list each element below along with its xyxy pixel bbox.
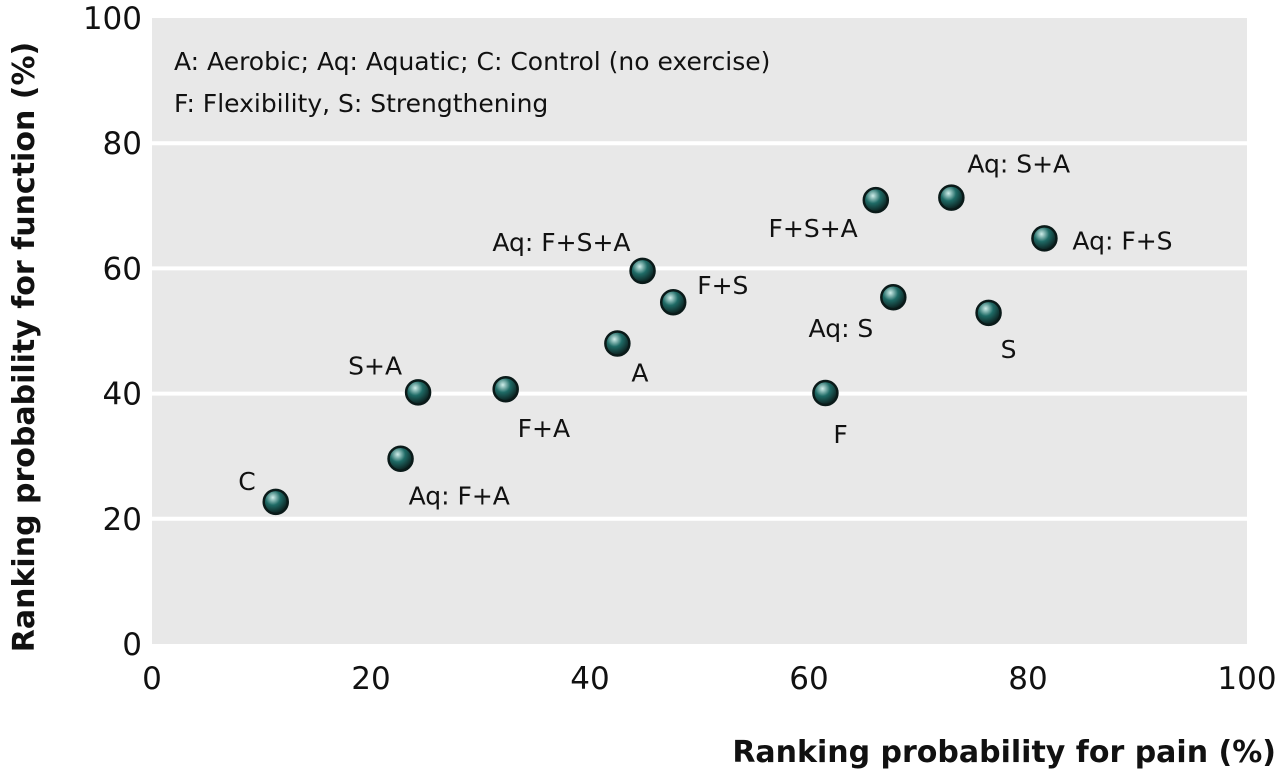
point-marker — [604, 330, 631, 357]
point-label: Aq: F+S+A — [492, 228, 630, 257]
x-tick-label: 20 — [351, 661, 390, 697]
point-label: Aq: S+A — [967, 150, 1070, 179]
point-marker — [262, 488, 289, 516]
point-label: A — [631, 359, 648, 388]
data-point: F — [812, 379, 848, 449]
point-marker — [975, 299, 1002, 327]
y-tick-label: 20 — [103, 502, 142, 538]
data-point: A — [604, 330, 648, 388]
data-point: Aq: F+S+A — [492, 228, 656, 285]
point-label: F+S+A — [769, 214, 858, 243]
y-tick-label: 0 — [122, 627, 142, 663]
data-point: S — [975, 299, 1017, 364]
data-point: F+S — [659, 271, 748, 316]
point-marker — [938, 184, 965, 211]
point-label: Aq: S — [809, 314, 874, 343]
point-marker — [492, 375, 519, 403]
point-label: S — [1001, 335, 1017, 364]
legend: A: Aerobic; Aq: Aquatic; C: Control (no … — [174, 47, 770, 118]
point-marker — [862, 186, 890, 214]
y-tick-label: 100 — [83, 1, 142, 37]
point-marker — [812, 379, 839, 407]
point-label: S+A — [348, 351, 402, 380]
x-axis-ticks: 0 20 40 60 80 100 — [142, 644, 1277, 697]
point-label: Aq: F+A — [409, 482, 510, 511]
y-tick-label: 60 — [103, 251, 142, 287]
data-point: F+A — [492, 375, 570, 443]
y-tick-label: 80 — [103, 126, 142, 162]
point-marker — [880, 283, 907, 311]
x-tick-label: 40 — [570, 661, 609, 697]
y-axis-ticks: 0 20 40 60 80 100 — [83, 1, 152, 663]
data-point: Aq: S — [809, 283, 907, 343]
point-label: F+A — [518, 414, 570, 443]
data-point: S+A — [348, 351, 432, 406]
point-marker — [404, 379, 432, 406]
data-point: C — [238, 467, 289, 516]
point-label: Aq: F+S — [1072, 226, 1172, 255]
y-axis-title: Ranking probability for function (%) — [7, 42, 42, 652]
data-point: F+S+A — [769, 186, 890, 243]
point-label: F+S — [697, 271, 748, 300]
data-points: C Aq: F+A S+A F+A A Aq: F+S+A F+S F F+S+A Aq: S Aq… — [238, 150, 1173, 516]
point-label: F — [833, 420, 847, 449]
point-marker — [1031, 225, 1058, 252]
legend-line-1: A: Aerobic; Aq: Aquatic; C: Control (no … — [174, 47, 770, 76]
x-tick-label: 60 — [789, 661, 828, 697]
point-marker — [659, 288, 687, 316]
y-tick-label: 40 — [103, 377, 142, 413]
x-tick-label: 80 — [1008, 661, 1047, 697]
gridlines — [152, 141, 1247, 521]
x-axis-title: Ranking probability for pain (%) — [732, 735, 1276, 770]
point-marker — [387, 445, 414, 472]
data-point: Aq: S+A — [938, 150, 1070, 211]
point-marker — [629, 257, 656, 285]
data-point: Aq: F+A — [387, 445, 510, 511]
legend-line-2: F: Flexibility, S: Strengthening — [174, 89, 548, 118]
x-tick-label: 100 — [1217, 661, 1276, 697]
point-label: C — [238, 467, 255, 496]
plot-area — [152, 18, 1247, 644]
data-point: Aq: F+S — [1031, 225, 1173, 255]
x-tick-label: 0 — [142, 661, 162, 697]
